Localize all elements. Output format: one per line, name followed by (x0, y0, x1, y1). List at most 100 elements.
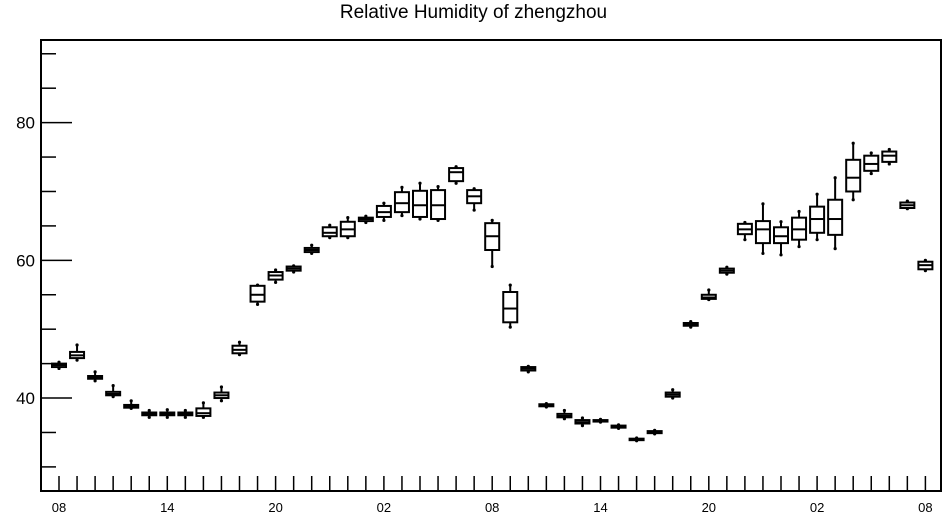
box-max-dot (454, 165, 458, 169)
box-max-dot (851, 141, 855, 145)
box-min-dot (382, 218, 386, 222)
box-max-dot (923, 258, 928, 262)
box-max-dot (526, 364, 530, 368)
box-max-dot (364, 214, 368, 218)
box-min-dot (255, 302, 260, 307)
box-min-dot (93, 379, 97, 383)
box-max-dot (111, 384, 115, 388)
box-min-dot (328, 236, 332, 240)
box-min-dot (869, 171, 873, 176)
box-min-dot (165, 415, 169, 419)
box-min-dot (689, 325, 693, 329)
box-max-dot (743, 220, 747, 225)
box-body (448, 167, 465, 183)
box-max-dot (653, 428, 657, 433)
box-body (412, 189, 428, 218)
box-min-dot (292, 270, 296, 274)
x-tick-label: 20 (268, 500, 282, 515)
box-max-dot (129, 399, 133, 403)
box-min-dot (544, 405, 548, 409)
box-min-dot (75, 358, 79, 362)
box-max-dot (472, 187, 476, 191)
box-max-dot (635, 436, 639, 440)
box-min-dot (111, 395, 115, 399)
box-max-dot (165, 408, 169, 412)
box-max-dot (346, 216, 350, 220)
box-min-dot (851, 198, 855, 202)
box-max-dot (219, 385, 224, 389)
box-min-dot (761, 251, 765, 256)
box-max-dot (436, 185, 440, 189)
box-max-dot (815, 192, 819, 196)
box-min-dot (237, 353, 242, 357)
box-max-dot (328, 223, 332, 227)
box-min-dot (57, 366, 61, 371)
x-tick-label: 02 (810, 500, 824, 515)
y-tick-label: 40 (16, 389, 35, 408)
box-max-dot (508, 283, 512, 287)
box-min-dot (147, 415, 151, 419)
box-max-dot (147, 408, 151, 413)
box-min-dot (833, 247, 837, 251)
box-min-dot (418, 217, 422, 221)
box-min-dot (653, 432, 657, 436)
box-body (321, 226, 338, 238)
x-tick-label: 08 (52, 500, 66, 515)
box-body (502, 291, 519, 324)
box-body (773, 226, 789, 245)
box-max-dot (490, 218, 494, 222)
box-min-dot (598, 420, 603, 424)
box-min-dot (725, 272, 729, 276)
box-min-dot (923, 269, 928, 273)
box-max-dot (93, 370, 97, 374)
box-min-dot (905, 207, 909, 211)
box-max-dot (725, 265, 729, 269)
box-body (754, 220, 771, 245)
box-min-dot (508, 325, 512, 329)
x-tick-label: 14 (593, 500, 607, 515)
box-max-dot (580, 416, 585, 420)
box-body (195, 407, 212, 417)
chart-title: Relative Humidity of zhengzhou (339, 2, 608, 23)
box-max-dot (779, 220, 783, 224)
box-min-dot (635, 439, 639, 443)
box-min-dot (472, 208, 476, 212)
box-min-dot (219, 399, 224, 403)
box-max-dot (237, 340, 242, 344)
box-min-dot (346, 236, 350, 240)
box-min-dot (743, 238, 747, 242)
box-min-dot (310, 251, 314, 256)
box-min-dot (797, 244, 801, 249)
box-min-dot (201, 415, 205, 419)
box-min-dot (671, 396, 675, 400)
y-tick-label: 80 (16, 114, 35, 133)
box-min-dot (129, 406, 133, 410)
x-tick-label: 14 (160, 500, 174, 515)
box-min-dot (616, 426, 621, 430)
box-max-dot (887, 147, 891, 152)
box-max-dot (75, 343, 79, 347)
plot-frame (40, 39, 942, 492)
box-max-dot (201, 401, 205, 405)
box-max-dot (616, 423, 621, 427)
box-max-dot (707, 288, 711, 292)
box-max-dot (833, 176, 837, 180)
box-max-dot (382, 201, 386, 205)
x-tick-label: 20 (702, 500, 716, 515)
box-max-dot (57, 360, 61, 364)
box-max-dot (183, 408, 187, 413)
box-min-dot (454, 181, 458, 185)
box-max-dot (400, 185, 404, 189)
box-max-dot (292, 264, 296, 268)
box-max-dot (598, 417, 603, 421)
x-tick-label: 08 (918, 500, 932, 515)
box-min-dot (779, 253, 783, 257)
box-min-dot (562, 417, 567, 421)
box-max-dot (274, 268, 278, 272)
box-body (393, 191, 410, 214)
box-min-dot (490, 264, 494, 269)
box-max-dot (255, 283, 260, 287)
box-body (845, 158, 862, 193)
